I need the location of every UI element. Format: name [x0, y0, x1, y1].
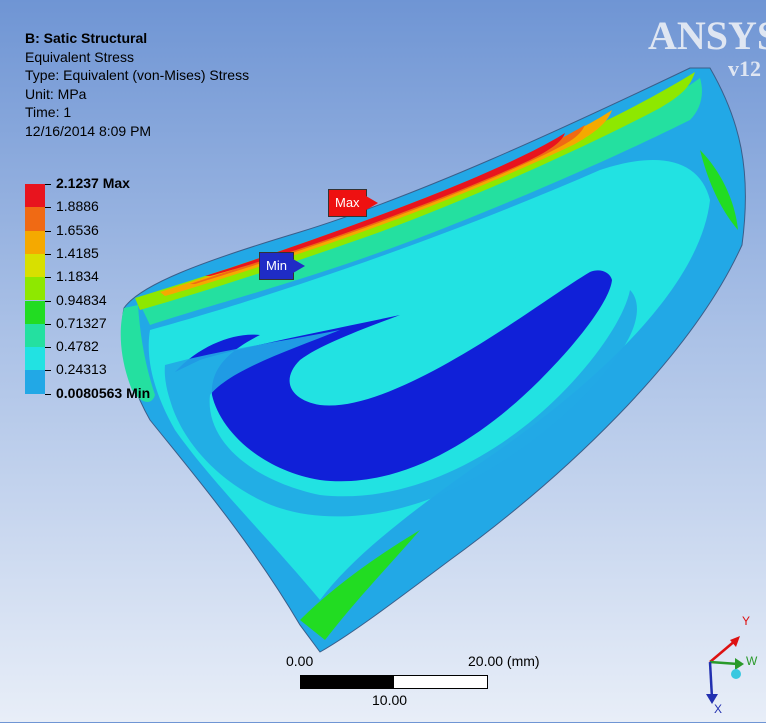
legend-swatch: [25, 300, 45, 324]
scale-bar: 0.00 20.00 (mm) 10.00: [282, 650, 542, 710]
result-type: Type: Equivalent (von-Mises) Stress: [25, 67, 250, 83]
contour-right-green: [700, 150, 738, 230]
contour-lower-blue: [164, 290, 637, 517]
scale-bar-black-segment: [301, 676, 394, 688]
legend-swatch: [25, 230, 45, 254]
legend-tick: [45, 184, 51, 185]
legend-swatch: [25, 184, 45, 208]
legend-swatch: [25, 277, 45, 301]
triad-x-label: X: [714, 702, 723, 716]
legend-tick: [45, 230, 51, 232]
ansys-version: v12: [728, 56, 761, 81]
legend-label: 0.24313: [56, 361, 107, 378]
legend-label: 1.4185: [56, 244, 99, 261]
contour-blue-zone: [175, 270, 612, 482]
analysis-title: B: Satic Structural: [25, 30, 148, 46]
triad-z-label: W: [746, 654, 758, 668]
triad-icon: [706, 636, 744, 704]
scale-start-label: 0.00: [286, 653, 314, 669]
legend-swatch: [25, 323, 45, 348]
max-probe-label[interactable]: Max: [328, 189, 378, 217]
axis-triad[interactable]: Y W X: [690, 612, 760, 718]
result-info-block: B: Satic Structural Equivalent Stress Ty…: [25, 29, 249, 140]
legend-tick: [45, 393, 51, 395]
contour-lower-green: [300, 530, 420, 640]
scale-bar-graphic: [300, 675, 488, 689]
result-time: Time: 1: [25, 104, 72, 120]
legend-tick: [45, 347, 51, 349]
legend-tick: [45, 207, 51, 209]
ansys-logo: ANSYS: [648, 13, 766, 58]
legend-swatch: [25, 370, 45, 394]
legend-label: 1.1834: [56, 268, 99, 285]
legend-swatch: [25, 207, 45, 231]
legend-label: 0.71327: [56, 314, 107, 331]
triad-y-label: Y: [742, 614, 751, 628]
legend-tick: [45, 253, 51, 255]
legend-label: 2.1237 Max: [56, 175, 130, 191]
contour-light-loop: [268, 243, 586, 433]
legend-tick: [45, 323, 51, 325]
result-date: 12/16/2014 8:09 PM: [25, 122, 152, 139]
legend-tick: [45, 300, 51, 302]
result-name: Equivalent Stress: [25, 48, 134, 65]
legend-swatch: [25, 253, 45, 278]
scale-mid-label: 10.00: [372, 692, 408, 708]
legend-label: 1.6536: [56, 221, 99, 238]
legend-swatch: [25, 347, 45, 371]
legend-label: 0.4782: [56, 338, 99, 355]
leading-edge: [120, 305, 155, 402]
scale-end-label: 20.00 (mm): [468, 653, 540, 669]
legend-tick: [45, 277, 51, 279]
legend-label: 0.94834: [56, 291, 107, 308]
result-unit: Unit: MPa: [25, 85, 87, 102]
min-probe-label[interactable]: Min: [259, 252, 305, 280]
contour-yellow-band: [160, 110, 612, 296]
legend-label: 0.0080563 Min: [56, 384, 151, 401]
legend-label: 1.8886: [56, 198, 99, 215]
legend-tick: [45, 370, 51, 372]
